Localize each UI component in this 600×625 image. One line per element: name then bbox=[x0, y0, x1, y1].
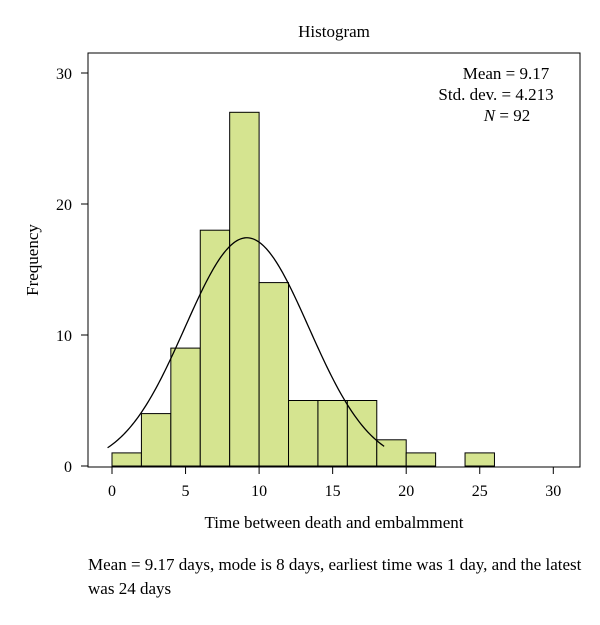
histogram-bar bbox=[170, 347, 201, 467]
y-axis-ticks: 0 10 20 30 bbox=[56, 66, 88, 476]
stat-mean: Mean = 9.17 bbox=[463, 64, 550, 83]
chart-title: Histogram bbox=[298, 22, 370, 41]
x-tick-label: 20 bbox=[398, 483, 414, 500]
x-axis-ticks: 0 5 10 15 20 25 30 bbox=[108, 467, 561, 500]
x-tick-label: 0 bbox=[108, 483, 116, 500]
x-axis-label: Time between death and embalmment bbox=[204, 513, 463, 532]
plot-frame bbox=[87, 52, 581, 468]
histogram-bar bbox=[464, 452, 495, 467]
x-tick-label: 15 bbox=[325, 483, 341, 500]
histogram-bar bbox=[229, 111, 260, 467]
stat-std-dev: Std. dev. = 4.213 bbox=[438, 85, 553, 104]
histogram-bar bbox=[140, 413, 172, 467]
y-tick-label: 0 bbox=[64, 459, 72, 476]
histogram-bar bbox=[199, 229, 231, 467]
y-tick-label: 30 bbox=[56, 66, 72, 83]
histogram-bar bbox=[111, 452, 142, 467]
x-tick-label: 30 bbox=[545, 483, 561, 500]
stat-n: N = 92 bbox=[483, 106, 530, 125]
y-tick-label: 10 bbox=[56, 328, 72, 345]
histogram-bar bbox=[317, 400, 348, 467]
histogram-bar bbox=[258, 282, 290, 467]
histogram-bar bbox=[405, 452, 437, 467]
y-tick-label: 20 bbox=[56, 197, 72, 214]
histogram-chart: Histogram 0 5 10 15 20 25 30 0 10 20 30 Time betw… bbox=[23, 22, 581, 532]
bars-group bbox=[111, 111, 495, 467]
y-axis-label: Frequency bbox=[23, 224, 42, 296]
stats-box: Mean = 9.17 Std. dev. = 4.213 N = 92 bbox=[438, 64, 553, 125]
normal-curve bbox=[107, 237, 385, 449]
x-tick-label: 5 bbox=[182, 483, 190, 500]
x-tick-label: 10 bbox=[251, 483, 267, 500]
histogram-bar bbox=[288, 400, 319, 467]
figure-caption: Mean = 9.17 days, mode is 8 days, earlie… bbox=[88, 555, 582, 598]
x-tick-label: 25 bbox=[472, 483, 488, 500]
